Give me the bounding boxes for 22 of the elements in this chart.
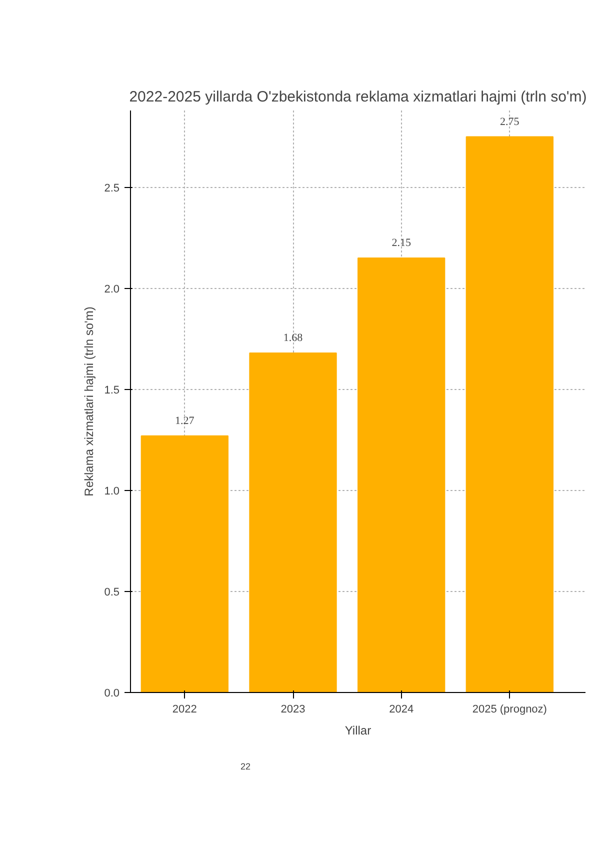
y-tick-label: 2.5 bbox=[104, 182, 120, 194]
chart-title: 2022-2025 yillarda O'zbekistonda reklama xizmatlari hajmi (trln so'm) bbox=[129, 88, 587, 106]
data-label: 1.27 bbox=[175, 414, 195, 427]
x-tick-label: 2024 bbox=[389, 704, 414, 716]
y-tick-label: 1.0 bbox=[104, 485, 120, 498]
y-tick-label: 2.0 bbox=[104, 283, 120, 296]
text: 22 bbox=[240, 762, 251, 772]
x-tick-label: 2023 bbox=[280, 704, 306, 716]
bar bbox=[358, 258, 446, 692]
y-tick-label: 0.0 bbox=[104, 688, 120, 700]
y-axis-title: Reklama xizmatlari hajmi (trln so'm) bbox=[82, 306, 96, 496]
x-tick-label: 2022 bbox=[172, 704, 197, 716]
y-tick-label: 0.5 bbox=[104, 586, 120, 598]
data-label: 1.68 bbox=[283, 332, 304, 344]
bar bbox=[466, 136, 554, 692]
bar bbox=[249, 352, 337, 692]
x-tick-label: 2025 (prognoz) bbox=[472, 704, 547, 716]
y-tick-label: 1.5 bbox=[104, 384, 120, 396]
bar bbox=[140, 435, 228, 692]
data-label: 2.15 bbox=[392, 237, 412, 250]
x-axis-title: Yillar bbox=[344, 724, 372, 738]
data-label: 2.75 bbox=[500, 116, 520, 128]
